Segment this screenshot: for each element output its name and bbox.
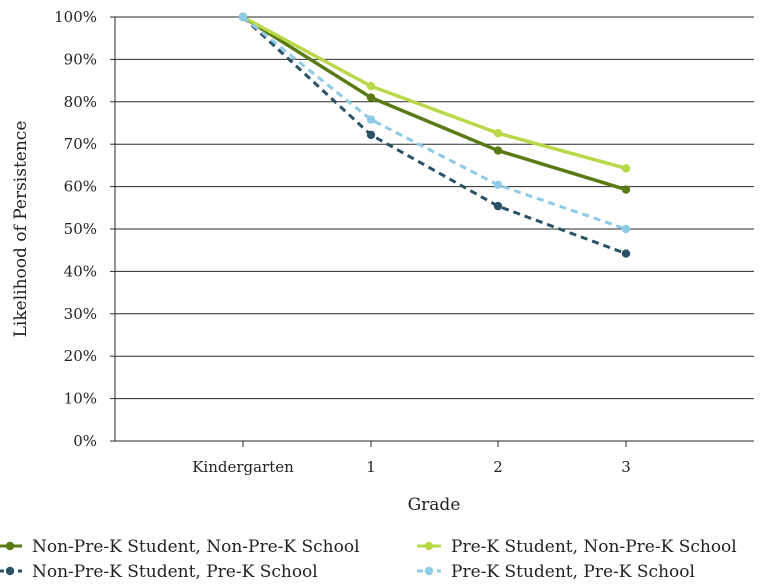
y-tick-label: 40% [64,262,97,280]
data-point [238,12,248,22]
x-tick-label: 1 [366,458,376,476]
series-line [241,15,627,255]
y-tick-label: 0% [73,432,97,450]
data-point [621,164,631,173]
x-axis-ticks: Kindergarten 1 2 3 [192,441,631,476]
y-axis-ticks: 0% 10% 20% 30% 40% 50% 60% 70% 80% 90% 100% [54,8,97,450]
data-point [621,249,631,258]
legend-label: Pre-K Student, Pre-K School [451,562,695,582]
data-point [366,93,376,102]
y-tick-label: 50% [64,220,97,238]
y-tick-label: 30% [64,305,97,323]
x-tick-label: 3 [621,458,631,476]
x-axis-title: Grade [408,495,461,515]
legend-item: Pre-K Student, Pre-K School [417,562,695,582]
data-point [493,146,503,155]
legend-swatch-marker [5,541,15,551]
legend-item: Pre-K Student, Non-Pre-K School [417,537,737,557]
data-point [493,128,503,138]
data-point [493,201,503,211]
data-point [366,130,376,140]
y-tick-label: 100% [54,8,97,26]
legend-swatch-marker [424,541,434,551]
data-point [366,81,376,91]
y-tick-label: 90% [64,50,97,68]
y-tick-label: 20% [64,347,97,365]
legend-item: Non-Pre-K Student, Pre-K School [0,562,318,582]
x-tick-label: Kindergarten [192,458,294,476]
legend-label: Non-Pre-K Student, Pre-K School [32,562,318,582]
x-tick-label: 2 [493,458,503,476]
y-tick-label: 80% [64,93,97,111]
legend-item: Non-Pre-K Student, Non-Pre-K School [0,537,360,557]
legend-swatch-marker [5,566,15,576]
series-lines [238,12,631,258]
y-axis-title: Likelihood of Persistence [11,121,31,338]
legend-swatch-marker [424,566,434,576]
legend: Non-Pre-K Student, Non-Pre-K School Pre-K… [0,537,737,582]
legend-label: Non-Pre-K Student, Non-Pre-K School [32,537,360,557]
y-tick-label: 70% [64,135,97,153]
data-point [493,180,503,190]
y-tick-label: 60% [64,178,97,196]
gridlines [110,16,754,442]
series-line [242,15,627,231]
data-point [621,185,631,194]
series-line [242,15,627,192]
data-point [366,115,376,124]
y-tick-label: 10% [64,390,97,408]
series-line [242,15,627,171]
data-point [621,224,631,234]
legend-label: Pre-K Student, Non-Pre-K School [451,537,737,557]
